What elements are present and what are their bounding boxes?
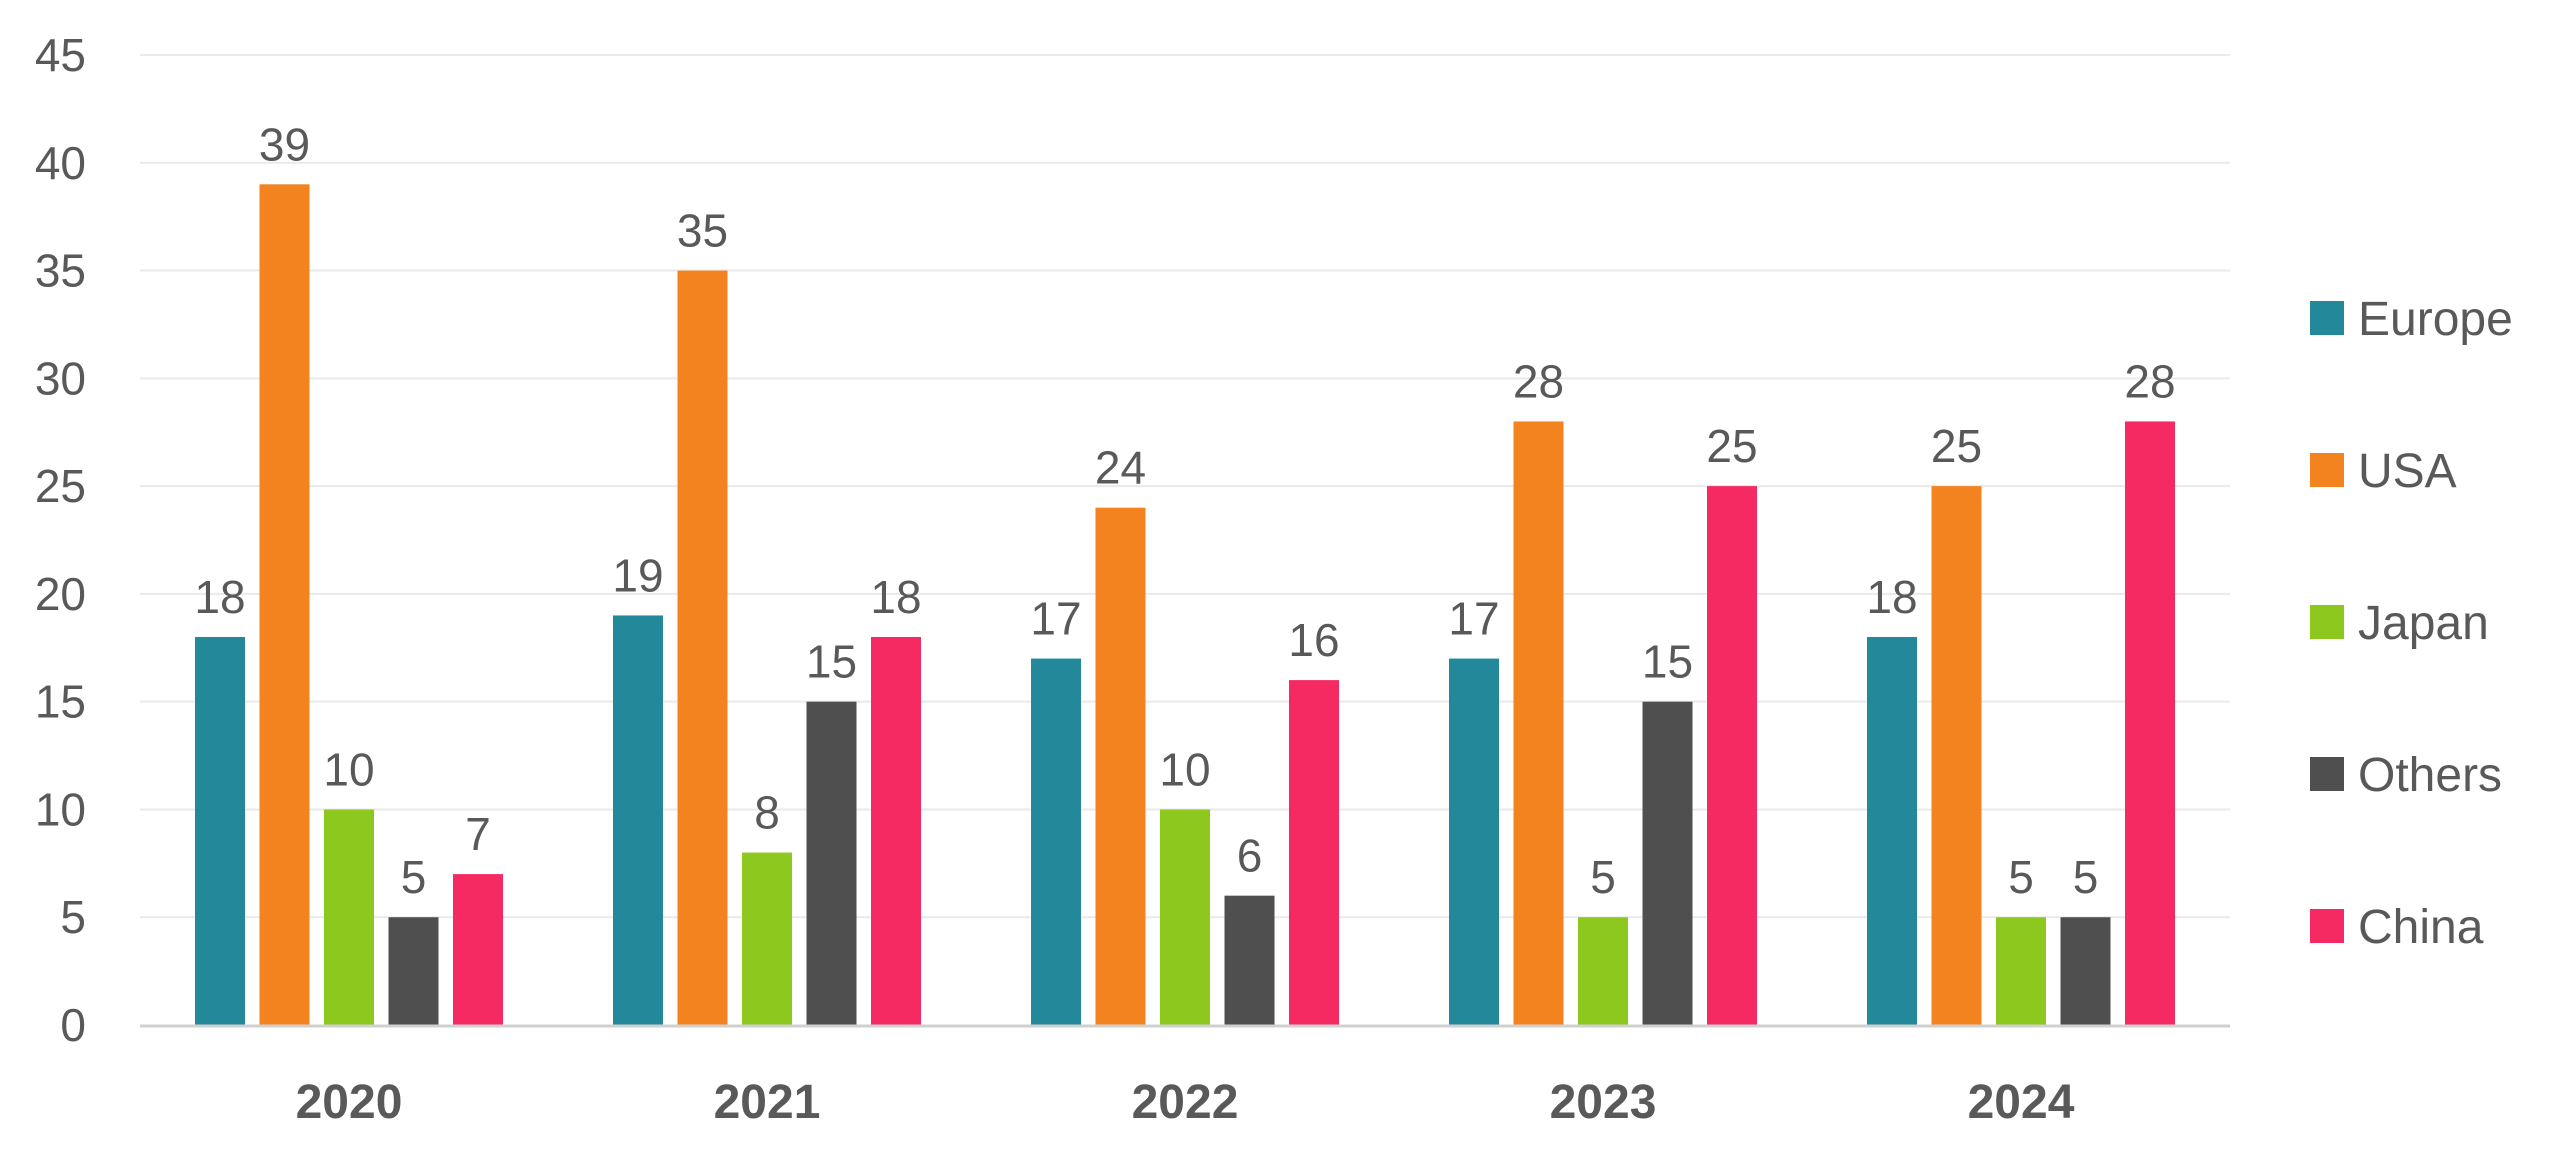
data-label-china-2024: 28 (2124, 355, 2175, 407)
data-label-others-2022: 6 (1237, 830, 1263, 882)
data-label-europe-2021: 19 (612, 549, 663, 601)
data-label-japan-2022: 10 (1159, 743, 1210, 795)
bar-europe-2023[interactable] (1449, 658, 1499, 1025)
legend-label-usa: USA (2358, 445, 2457, 498)
x-category-label: 2021 (714, 1076, 821, 1129)
legend-swatch-europe[interactable] (2310, 301, 2344, 335)
bar-others-2021[interactable] (806, 701, 857, 1025)
y-tick-label: 15 (35, 676, 86, 728)
y-tick-label: 20 (35, 568, 86, 620)
bar-others-2020[interactable] (388, 917, 439, 1025)
data-label-others-2023: 15 (1642, 636, 1693, 688)
x-category-label: 2020 (296, 1076, 403, 1129)
bar-china-2022[interactable] (1289, 680, 1339, 1025)
bar-japan-2020[interactable] (324, 809, 374, 1025)
bar-china-2021[interactable] (871, 637, 921, 1025)
data-label-others-2024: 5 (2073, 851, 2099, 903)
legend-swatch-japan[interactable] (2310, 605, 2344, 639)
bar-japan-2021[interactable] (742, 852, 792, 1025)
bar-others-2023[interactable] (1642, 701, 1693, 1025)
data-label-china-2022: 16 (1288, 614, 1339, 666)
data-label-usa-2022: 24 (1095, 442, 1146, 494)
legend-label-europe: Europe (2358, 293, 2513, 346)
data-label-japan-2020: 10 (323, 743, 374, 795)
y-tick-label: 35 (35, 245, 86, 297)
data-label-europe-2022: 17 (1030, 593, 1081, 645)
y-tick-label: 5 (60, 891, 86, 943)
legend-label-china: China (2358, 901, 2484, 954)
gridlines (140, 54, 2230, 919)
data-label-usa-2020: 39 (259, 118, 310, 170)
data-label-others-2020: 5 (401, 851, 427, 903)
data-label-japan-2021: 8 (754, 787, 780, 839)
data-label-china-2023: 25 (1706, 420, 1757, 472)
data-label-europe-2020: 18 (194, 571, 245, 623)
legend-swatch-usa[interactable] (2310, 453, 2344, 487)
data-label-china-2020: 7 (465, 808, 491, 860)
x-category-label: 2022 (1132, 1076, 1239, 1129)
data-label-china-2021: 18 (870, 571, 921, 623)
bar-usa-2023[interactable] (1513, 421, 1564, 1025)
data-label-japan-2024: 5 (2008, 851, 2034, 903)
data-label-japan-2023: 5 (1590, 851, 1616, 903)
bar-japan-2022[interactable] (1160, 809, 1210, 1025)
legend-label-others: Others (2358, 749, 2502, 802)
data-label-europe-2024: 18 (1866, 571, 1917, 623)
x-category-label: 2023 (1550, 1076, 1657, 1129)
data-label-usa-2023: 28 (1513, 355, 1564, 407)
bar-europe-2024[interactable] (1867, 637, 1917, 1025)
legend-label-japan: Japan (2358, 597, 2489, 650)
y-tick-label: 45 (35, 29, 86, 81)
data-label-usa-2024: 25 (1931, 420, 1982, 472)
bar-usa-2020[interactable] (259, 184, 310, 1026)
y-axis-ticks: 0 5 10 15 20 25 30 35 40 45 (35, 29, 86, 1051)
data-label-others-2021: 15 (806, 636, 857, 688)
y-tick-label: 10 (35, 783, 86, 835)
data-label-europe-2023: 17 (1448, 593, 1499, 645)
x-category-label: 2024 (1968, 1076, 2075, 1129)
bars (195, 184, 2175, 1026)
data-label-usa-2021: 35 (677, 205, 728, 257)
bar-others-2022[interactable] (1224, 895, 1275, 1025)
bar-china-2024[interactable] (2125, 421, 2175, 1025)
bar-usa-2022[interactable] (1095, 507, 1146, 1026)
bar-others-2024[interactable] (2060, 917, 2111, 1025)
bar-europe-2022[interactable] (1031, 658, 1081, 1025)
bar-japan-2024[interactable] (1996, 917, 2046, 1025)
legend-swatch-china[interactable] (2310, 909, 2344, 943)
legend: Europe USA Japan Others China (2310, 293, 2513, 954)
legend-swatch-others[interactable] (2310, 757, 2344, 791)
bar-china-2020[interactable] (453, 874, 503, 1025)
x-axis-categories: 2020 2021 2022 2023 2024 (296, 1076, 2075, 1129)
bar-japan-2023[interactable] (1578, 917, 1628, 1025)
bar-europe-2020[interactable] (195, 637, 245, 1025)
bar-china-2023[interactable] (1707, 486, 1757, 1026)
y-tick-label: 40 (35, 137, 86, 189)
bar-europe-2021[interactable] (613, 615, 663, 1025)
bar-usa-2024[interactable] (1931, 486, 1982, 1026)
y-tick-label: 0 (60, 999, 86, 1051)
y-tick-label: 25 (35, 460, 86, 512)
y-tick-label: 30 (35, 352, 86, 404)
bar-usa-2021[interactable] (677, 270, 728, 1025)
